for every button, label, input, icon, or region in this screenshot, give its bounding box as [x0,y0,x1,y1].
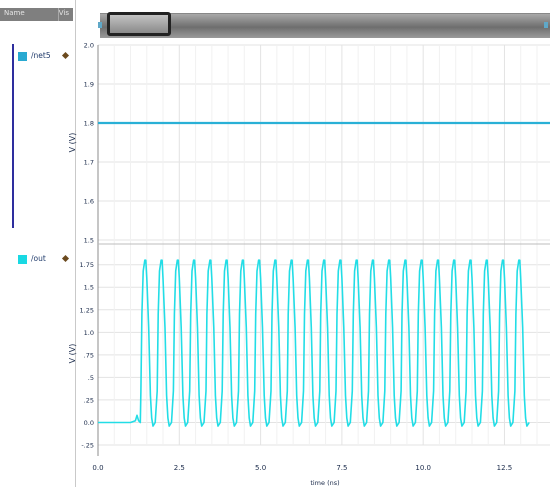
y-axis-label: V (V) [68,344,77,364]
y-tick-label: 1.9 [84,81,94,89]
x-tick-label: 12.5 [497,464,513,472]
plot-axes [97,45,550,456]
signal-browser-panel: Name Vis /net5 /out [0,0,76,487]
y-tick-label: 1.0 [84,329,94,337]
signal-color-swatch [18,255,27,264]
y-tick-label: 2.0 [84,42,94,50]
column-divider[interactable] [58,8,59,21]
selection-indicator [12,44,14,228]
y-tick-label: 1.8 [84,120,94,128]
y-tick-label: -.25 [81,442,94,450]
overview-zoom-handle[interactable] [107,12,171,36]
y-tick-label: 0.0 [84,419,94,427]
x-tick-label: 2.5 [174,464,185,472]
x-axis-label: time (ns) [310,479,339,487]
x-tick-label: 10.0 [415,464,431,472]
plot-labels: 2.0 1.9 1.8 1.7 1.6 1.5 V (V) 1.75 1.5 1.25 1.0 .75… [68,42,512,487]
y-axis-label: V (V) [68,133,77,153]
x-tick-label: 7.5 [336,464,347,472]
signal-color-swatch [18,52,27,61]
y-tick-label: .75 [84,351,94,359]
y-tick-label: 1.5 [84,237,94,245]
signal-list-header: Name Vis [0,8,73,21]
vis-column-header[interactable]: Vis [58,9,69,17]
overview-end-marker [544,22,548,28]
y-tick-label: 1.7 [84,159,94,167]
overview-scrollbar[interactable] [98,12,550,38]
y-tick-label: 1.25 [80,306,94,314]
plot-traces [98,121,550,427]
name-column-header[interactable]: Name [4,9,25,17]
signal-name-out[interactable]: /out [31,254,46,263]
y-tick-label: .5 [88,374,94,382]
signal-name-net5[interactable]: /net5 [31,51,51,60]
plot-grid [97,44,550,446]
x-tick-label: 0.0 [92,464,103,472]
overview-start-marker [98,22,102,28]
y-tick-label: 1.6 [84,198,94,206]
y-tick-label: 1.75 [80,261,94,269]
y-tick-label: .25 [84,396,94,404]
trace-out [98,259,530,427]
x-tick-label: 5.0 [255,464,266,472]
y-tick-label: 1.5 [84,284,94,292]
